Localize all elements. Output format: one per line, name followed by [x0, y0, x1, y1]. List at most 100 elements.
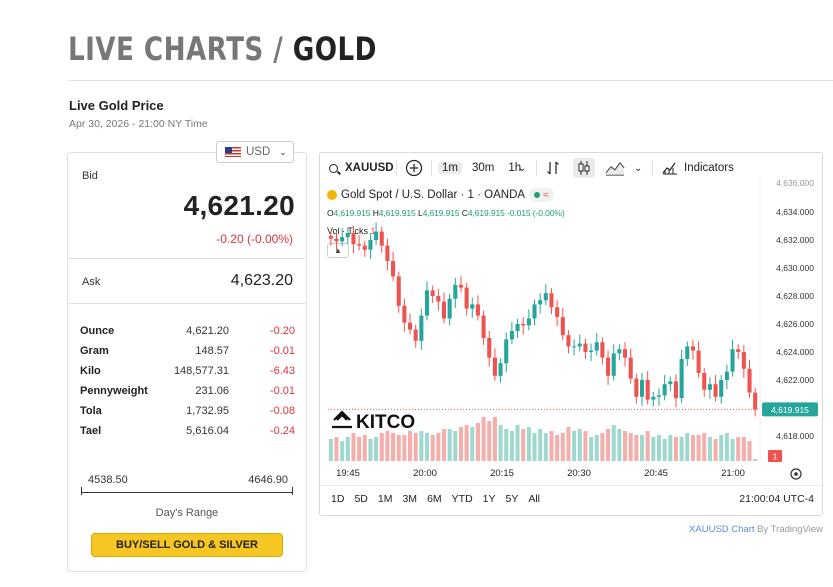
candlestick-icon — [578, 161, 590, 175]
interval-1h[interactable]: 1h — [508, 162, 522, 174]
volume-bar — [611, 425, 616, 461]
volume-bar — [351, 433, 356, 461]
candle-body — [747, 368, 752, 393]
market-status-pill[interactable]: ≈ — [529, 188, 554, 202]
last-price-badge — [762, 402, 818, 417]
range-ytd[interactable]: YTD — [451, 493, 473, 505]
interval-30m[interactable]: 30m — [471, 162, 495, 174]
y-tick-label: 4,628.000 — [776, 291, 814, 301]
y-tick-label: 4,630.000 — [776, 263, 814, 273]
chart-style-dropdown[interactable]: ⌄ — [634, 157, 642, 179]
unit-row-tola: Tola 1,732.95 -0.08 — [80, 405, 295, 417]
volume-bar — [526, 427, 531, 461]
candle-body — [340, 237, 345, 242]
unit-row-pennyweight: Pennyweight 231.06 -0.01 — [80, 385, 295, 397]
y-tick-label: 4,632.000 — [776, 235, 814, 245]
collapse-legend-button[interactable]: ▲ — [327, 243, 349, 258]
volume-bar — [753, 459, 758, 461]
candle-body — [504, 339, 509, 364]
volume-bar — [577, 429, 582, 461]
range-3m[interactable]: 3M — [402, 493, 418, 505]
volume-bar — [589, 437, 594, 461]
title-divider — [68, 80, 833, 81]
interval-dropdown[interactable]: ⌄ — [518, 157, 526, 179]
range-1m[interactable]: 1M — [377, 493, 393, 505]
last-volume-badge — [768, 450, 782, 462]
candle-body — [668, 381, 673, 385]
buy-sell-button[interactable]: BUY/SELL GOLD & SILVER — [91, 533, 283, 557]
range-5y[interactable]: 5Y — [505, 493, 519, 505]
y-tick-label: 4,622.000 — [776, 375, 814, 385]
unit-row-tael: Tael 5,616.04 -0.24 — [80, 425, 295, 437]
volume-bar — [673, 437, 678, 461]
page-title: LIVE CHARTS / GOLD — [68, 30, 377, 68]
x-tick-label: 21:00 — [721, 468, 745, 479]
candle-body — [753, 392, 758, 410]
candle-body — [543, 293, 548, 301]
volume-bar — [362, 435, 367, 461]
range-6m[interactable]: 6M — [427, 493, 442, 505]
chart-type-button[interactable] — [573, 157, 595, 179]
volume-bar — [413, 433, 418, 461]
candle-body — [458, 284, 463, 288]
interval-1m[interactable]: 1m — [438, 162, 462, 174]
volume-bar — [521, 429, 526, 461]
x-tick-label: 20:45 — [644, 468, 668, 479]
candle-body — [600, 342, 605, 358]
volume-bar — [374, 437, 379, 461]
range-all[interactable]: All — [528, 493, 541, 505]
chart-style-button[interactable] — [605, 157, 625, 179]
candle-body — [413, 329, 418, 341]
candle-body — [374, 231, 379, 240]
volume-bar — [509, 431, 514, 461]
bar-replay-button[interactable] — [545, 157, 561, 179]
volume-bar — [645, 431, 650, 461]
ohlc-readout: O4,619.915 H4,619.915 L4,619.915 C4,619.… — [327, 208, 565, 218]
candle-body — [424, 290, 430, 316]
candle-body — [328, 235, 333, 239]
range-1y[interactable]: 1Y — [482, 493, 496, 505]
candle-body — [606, 357, 611, 376]
delay-icon: ≈ — [543, 189, 549, 201]
candle-body — [702, 373, 707, 390]
volume-bar — [690, 435, 695, 461]
volume-bar — [713, 439, 718, 461]
chart-legend-title: Gold Spot / U.S. Dollar · 1 · OANDA ≈ — [327, 188, 554, 202]
candle-body — [385, 245, 390, 261]
currency-select[interactable]: USD ⌄ — [216, 141, 294, 163]
volume-bar — [566, 427, 571, 461]
volume-bar — [424, 433, 430, 461]
volume-bar — [453, 431, 458, 461]
candle-body — [594, 342, 599, 351]
tradingview-attribution[interactable]: XAUUSD Chart By TradingView — [689, 524, 823, 535]
candle-body — [549, 293, 554, 308]
candle-body — [379, 231, 384, 246]
volume-bar — [623, 431, 628, 461]
chevron-down-icon: ⌄ — [634, 162, 643, 174]
price-chart[interactable]: 4,634.000 4,632.000 4,630.000 4,628.000 4,62… — [320, 180, 822, 480]
candle-body — [481, 315, 486, 338]
indicators-button[interactable]: Indicators — [662, 157, 734, 179]
chart-clock[interactable]: 21:00:04 UTC-4 — [739, 493, 814, 505]
candle-body — [334, 238, 339, 242]
divider — [652, 160, 653, 176]
candle-body — [617, 349, 622, 354]
volume-bar — [385, 431, 390, 461]
volume-bar — [345, 437, 350, 461]
x-tick-label: 20:00 — [413, 468, 437, 479]
candle-body — [645, 380, 650, 400]
symbol-search[interactable]: XAUUSD — [329, 157, 394, 179]
last-price-label: 4,619.915 — [771, 405, 809, 415]
candle-body — [357, 244, 362, 246]
divider — [536, 160, 537, 176]
candle-body — [685, 346, 690, 359]
range-1d[interactable]: 1D — [331, 493, 345, 505]
range-5d[interactable]: 5D — [354, 493, 368, 505]
volume-bar — [402, 435, 407, 461]
candle-body — [402, 305, 407, 323]
kitco-logo-icon — [332, 410, 352, 429]
compare-symbol-button[interactable] — [405, 157, 423, 179]
volume-bar — [639, 435, 645, 461]
range-low: 4538.50 — [88, 474, 128, 486]
volume-bar — [357, 437, 362, 461]
